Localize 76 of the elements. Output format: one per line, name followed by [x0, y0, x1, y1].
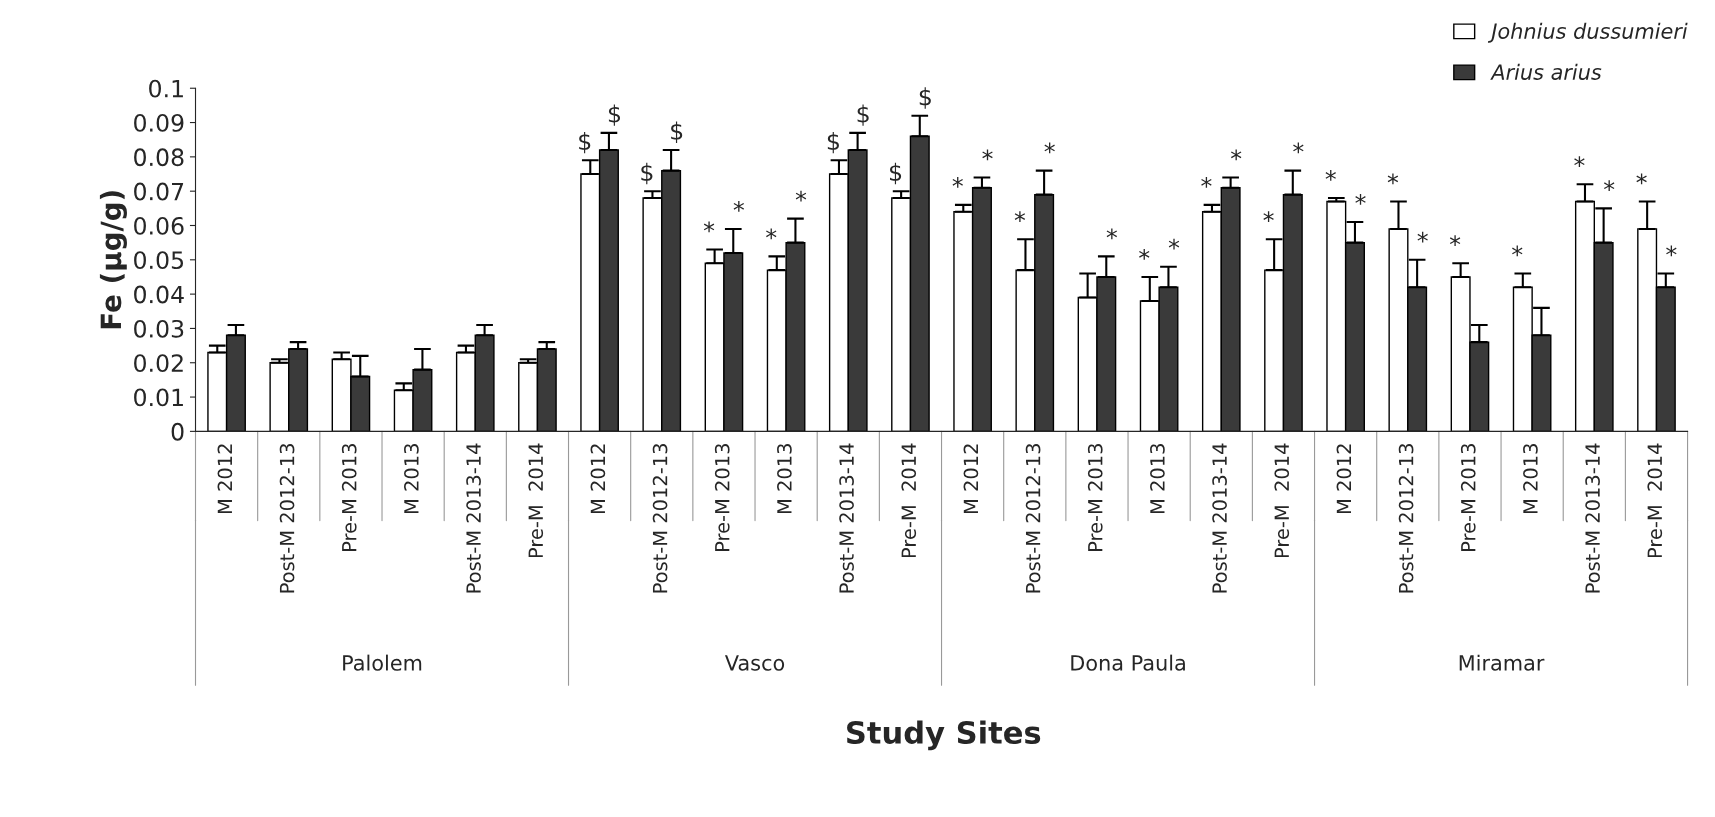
x-tick-label: Pre-M 2014	[1274, 443, 1290, 558]
y-tick-label: 0.05	[134, 251, 184, 270]
data-label: *	[1666, 245, 1677, 257]
data-label: *	[1355, 194, 1366, 205]
y-tick-label: 0	[171, 422, 184, 441]
y-tick-label: 0.1	[149, 79, 183, 98]
data-label: *	[1044, 142, 1055, 154]
x-tick-label: Post-M 2012-13	[1025, 444, 1041, 593]
data-label: *	[703, 221, 715, 233]
x-tick-label: Post-M 2012-13	[1398, 444, 1414, 593]
legend-label: Johnius dussumieri	[1487, 22, 1688, 43]
x-tick-label: Pre-M 2014	[528, 443, 544, 558]
x-tick-label: Pre-M 2013	[1087, 444, 1103, 551]
x-tick-label: Pre-M 2014	[901, 443, 917, 558]
y-tick-label: 0.09	[134, 114, 184, 132]
x-tick-label: Post-M 2012-13	[652, 444, 668, 593]
data-label: $	[890, 162, 902, 185]
data-label: *	[733, 200, 745, 212]
y-tick-label: 0.07	[134, 182, 184, 201]
text: Dona Paula	[1071, 654, 1185, 671]
data-label: $	[919, 87, 931, 109]
data-label: *	[1449, 235, 1461, 247]
text: Palolem	[343, 654, 422, 671]
data-label: *	[982, 149, 993, 161]
x-tick-label: Post-M 2013-14	[1212, 443, 1227, 593]
data-label: $	[857, 104, 869, 126]
y-tick-label: 0.04	[134, 285, 184, 304]
data-label: *	[795, 190, 807, 202]
y-tick-label: 0.08	[134, 148, 184, 167]
data-label: *	[1293, 142, 1304, 154]
x-tick-label: M 2012	[217, 444, 233, 514]
x-tick-label: Pre-M 2013	[1460, 444, 1476, 551]
x-tick-label: M 2012	[1336, 444, 1352, 514]
x-tick-label: M 2013	[1150, 444, 1165, 514]
x-tick-label: Post-M 2013-14	[1585, 443, 1600, 593]
x-tick-label: M 2013	[404, 444, 419, 514]
data-label: *	[1230, 149, 1242, 161]
y-axis-title: Fe (µg/g)	[99, 191, 127, 329]
data-label: *	[1201, 176, 1212, 188]
data-label: *	[1574, 156, 1585, 168]
x-tick-label: Pre-M 2013	[341, 444, 357, 551]
data-label: $	[579, 131, 591, 154]
x-tick-label: Post-M 2013-14	[466, 443, 481, 593]
data-label: $	[827, 131, 839, 154]
x-tick-label: Post-M 2012-13	[279, 444, 295, 593]
text: Vasco	[724, 655, 785, 671]
data-label: *	[1387, 173, 1399, 185]
data-label: *	[1168, 238, 1180, 250]
data-label: *	[1325, 170, 1336, 181]
x-tick-label: M 2012	[590, 444, 606, 514]
text: Miramar	[1459, 654, 1545, 671]
data-label: *	[1139, 248, 1150, 260]
x-tick-label: M 2013	[1523, 444, 1538, 514]
legend-label: Arius arius	[1490, 63, 1602, 80]
x-tick-label: M 2013	[777, 444, 792, 514]
data-label: *	[766, 228, 777, 240]
data-label: *	[1106, 228, 1118, 240]
data-label: $	[671, 121, 683, 144]
y-tick-label: 0.02	[134, 354, 183, 373]
y-tick-label: 0.01	[134, 388, 183, 407]
x-axis-title: Study Sites	[847, 720, 1041, 751]
data-label: *	[1512, 245, 1523, 257]
x-tick-label: M 2012	[963, 444, 979, 514]
y-tick-label: 0.06	[134, 216, 184, 235]
y-tick-label: 0.03	[134, 319, 184, 338]
data-label: *	[1603, 180, 1615, 192]
data-label: *	[1636, 173, 1647, 185]
x-tick-label: Pre-M 2013	[714, 444, 730, 551]
data-label: *	[952, 176, 963, 188]
data-label: $	[608, 104, 621, 126]
x-tick-label: Post-M 2013-14	[839, 443, 854, 593]
data-label: *	[1263, 211, 1274, 222]
x-tick-label: Pre-M 2014	[1647, 443, 1663, 558]
data-label: *	[1417, 231, 1428, 243]
data-label: *	[1014, 211, 1026, 222]
data-label: $	[641, 162, 653, 185]
